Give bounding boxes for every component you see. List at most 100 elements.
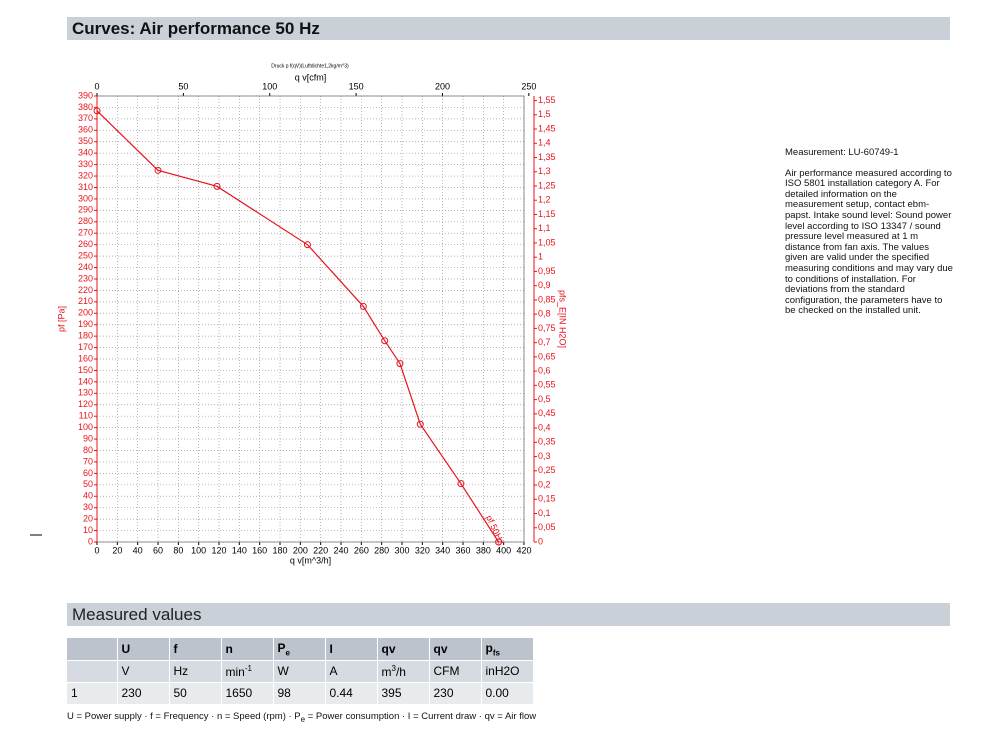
- x-tick-label: 380: [476, 545, 491, 555]
- table-cell: min-1: [221, 660, 274, 683]
- y-tick-label: 170: [78, 342, 93, 352]
- point: [93, 107, 101, 115]
- y-tick-label: 70: [83, 456, 93, 466]
- cell-text: qv: [433, 641, 448, 656]
- y2-tick-label: 0,3: [538, 451, 551, 461]
- x2-tick-label: 150: [349, 81, 364, 91]
- y2-tick-label: 0,4: [538, 422, 551, 432]
- x2-tick-label: 200: [435, 81, 450, 91]
- x-tick-label: 240: [333, 545, 348, 555]
- cell-text: e: [285, 647, 290, 657]
- plot-frame: [96, 95, 525, 543]
- x-tick-label: 400: [496, 545, 511, 555]
- x2-tick-label: 250: [521, 81, 536, 91]
- table-cell: n: [221, 638, 274, 661]
- x-tick-label: 220: [313, 545, 328, 555]
- table-cell: 230: [117, 682, 170, 705]
- footnote-part: = Power consumption · I = Current draw ·…: [305, 711, 537, 722]
- section-title: Measured values: [67, 603, 950, 626]
- y-tick-label: 320: [78, 170, 93, 180]
- table-cell: CFM: [429, 660, 482, 683]
- x-tick-label: 120: [211, 545, 226, 555]
- y2-tick-label: 0,45: [538, 408, 556, 418]
- y-tick-label: 250: [78, 250, 93, 260]
- y-tick-label: 280: [78, 216, 93, 226]
- y-tick-label: 210: [78, 296, 93, 306]
- y2-tick-label: 0,75: [538, 323, 556, 333]
- table-cell: qv: [377, 638, 430, 661]
- x-tick-label: 60: [153, 545, 163, 555]
- y-tick-label: 0: [88, 536, 93, 546]
- point: [416, 420, 424, 428]
- y-tick-label: 380: [78, 102, 93, 112]
- point: [213, 182, 221, 190]
- section-title: Curves: Air performance 50 Hz: [67, 17, 950, 40]
- table-cell: 0.44: [325, 682, 378, 705]
- y-tick-label: 110: [79, 411, 93, 421]
- cell-text: P: [277, 640, 286, 655]
- y-tick-label: 120: [78, 399, 93, 409]
- y-tick-label: 180: [78, 331, 93, 341]
- footnote-sub: e: [300, 714, 306, 724]
- cell-text: W: [277, 664, 289, 678]
- table-cell: 98: [273, 682, 326, 705]
- y2-tick-label: 1,05: [538, 237, 556, 247]
- table-cell: f: [169, 638, 222, 661]
- y2-tick-label: 1,4: [538, 138, 551, 148]
- table-cell: V: [117, 660, 170, 683]
- cell-text: U: [121, 641, 131, 656]
- y-tick-label: 90: [83, 433, 93, 443]
- table-cell: 50: [169, 682, 222, 705]
- y-tick-label: 60: [83, 468, 93, 478]
- footnote: U = Power supply · f = Frequency · n = S…: [67, 711, 536, 724]
- point: [154, 166, 162, 174]
- x-tick-label: 300: [394, 545, 409, 555]
- cell-text: Hz: [173, 664, 189, 678]
- cell-text: CFM: [433, 664, 460, 678]
- y2-tick-label: 0: [538, 536, 543, 546]
- y2-tick-label: 0,7: [538, 337, 551, 347]
- y-tick-label: 130: [78, 388, 93, 398]
- y2-tick-label: 0,6: [538, 365, 551, 375]
- table-cell: [67, 660, 118, 683]
- y-tick-label: 20: [83, 514, 93, 524]
- y-tick-label: 160: [78, 353, 93, 363]
- table-cell: pfs: [481, 638, 534, 661]
- cell-text: f: [173, 641, 178, 656]
- y-axis-label: pf [Pa]: [56, 306, 66, 332]
- y-tick-label: 230: [78, 273, 93, 283]
- cell-text: /h: [395, 664, 406, 679]
- x2-tick-label: 50: [178, 81, 188, 91]
- point: [303, 241, 311, 249]
- table-cell: [67, 638, 118, 661]
- table-cell: Hz: [169, 660, 222, 683]
- y2-axis-label: pfs_E[IN H2O]: [558, 290, 568, 348]
- measurement-id: Measurement: LU-60749-1: [785, 147, 899, 158]
- table-cell: I: [325, 638, 378, 661]
- y2-tick-label: 0,9: [538, 280, 551, 290]
- curve: [96, 110, 500, 543]
- table-cell: U: [117, 638, 170, 661]
- y-tick-label: 360: [78, 125, 93, 135]
- x-tick-label: 0: [94, 545, 99, 555]
- x-tick-label: 360: [455, 545, 470, 555]
- y2-tick-label: 0,2: [538, 479, 551, 489]
- y-tick-label: 390: [78, 90, 93, 100]
- y2-tick-label: 1,25: [538, 180, 556, 190]
- y-tick-label: 290: [78, 205, 93, 215]
- y2-tick-label: 1: [538, 252, 543, 262]
- cell-text: A: [329, 664, 338, 678]
- table-cell: 230: [429, 682, 482, 705]
- x-tick-label: 40: [133, 545, 143, 555]
- y-tick-label: 100: [78, 422, 93, 432]
- y-tick-label: 310: [78, 182, 93, 192]
- table-cell: inH2O: [481, 660, 534, 683]
- x-tick-label: 420: [516, 545, 531, 555]
- y2-tick-label: 0,85: [538, 294, 556, 304]
- y-tick-label: 200: [78, 308, 93, 318]
- table-cell: Pe: [273, 638, 326, 661]
- footnote-part: U = Power supply · f = Frequency · n = S…: [67, 711, 301, 722]
- y-tick-label: 50: [83, 479, 93, 489]
